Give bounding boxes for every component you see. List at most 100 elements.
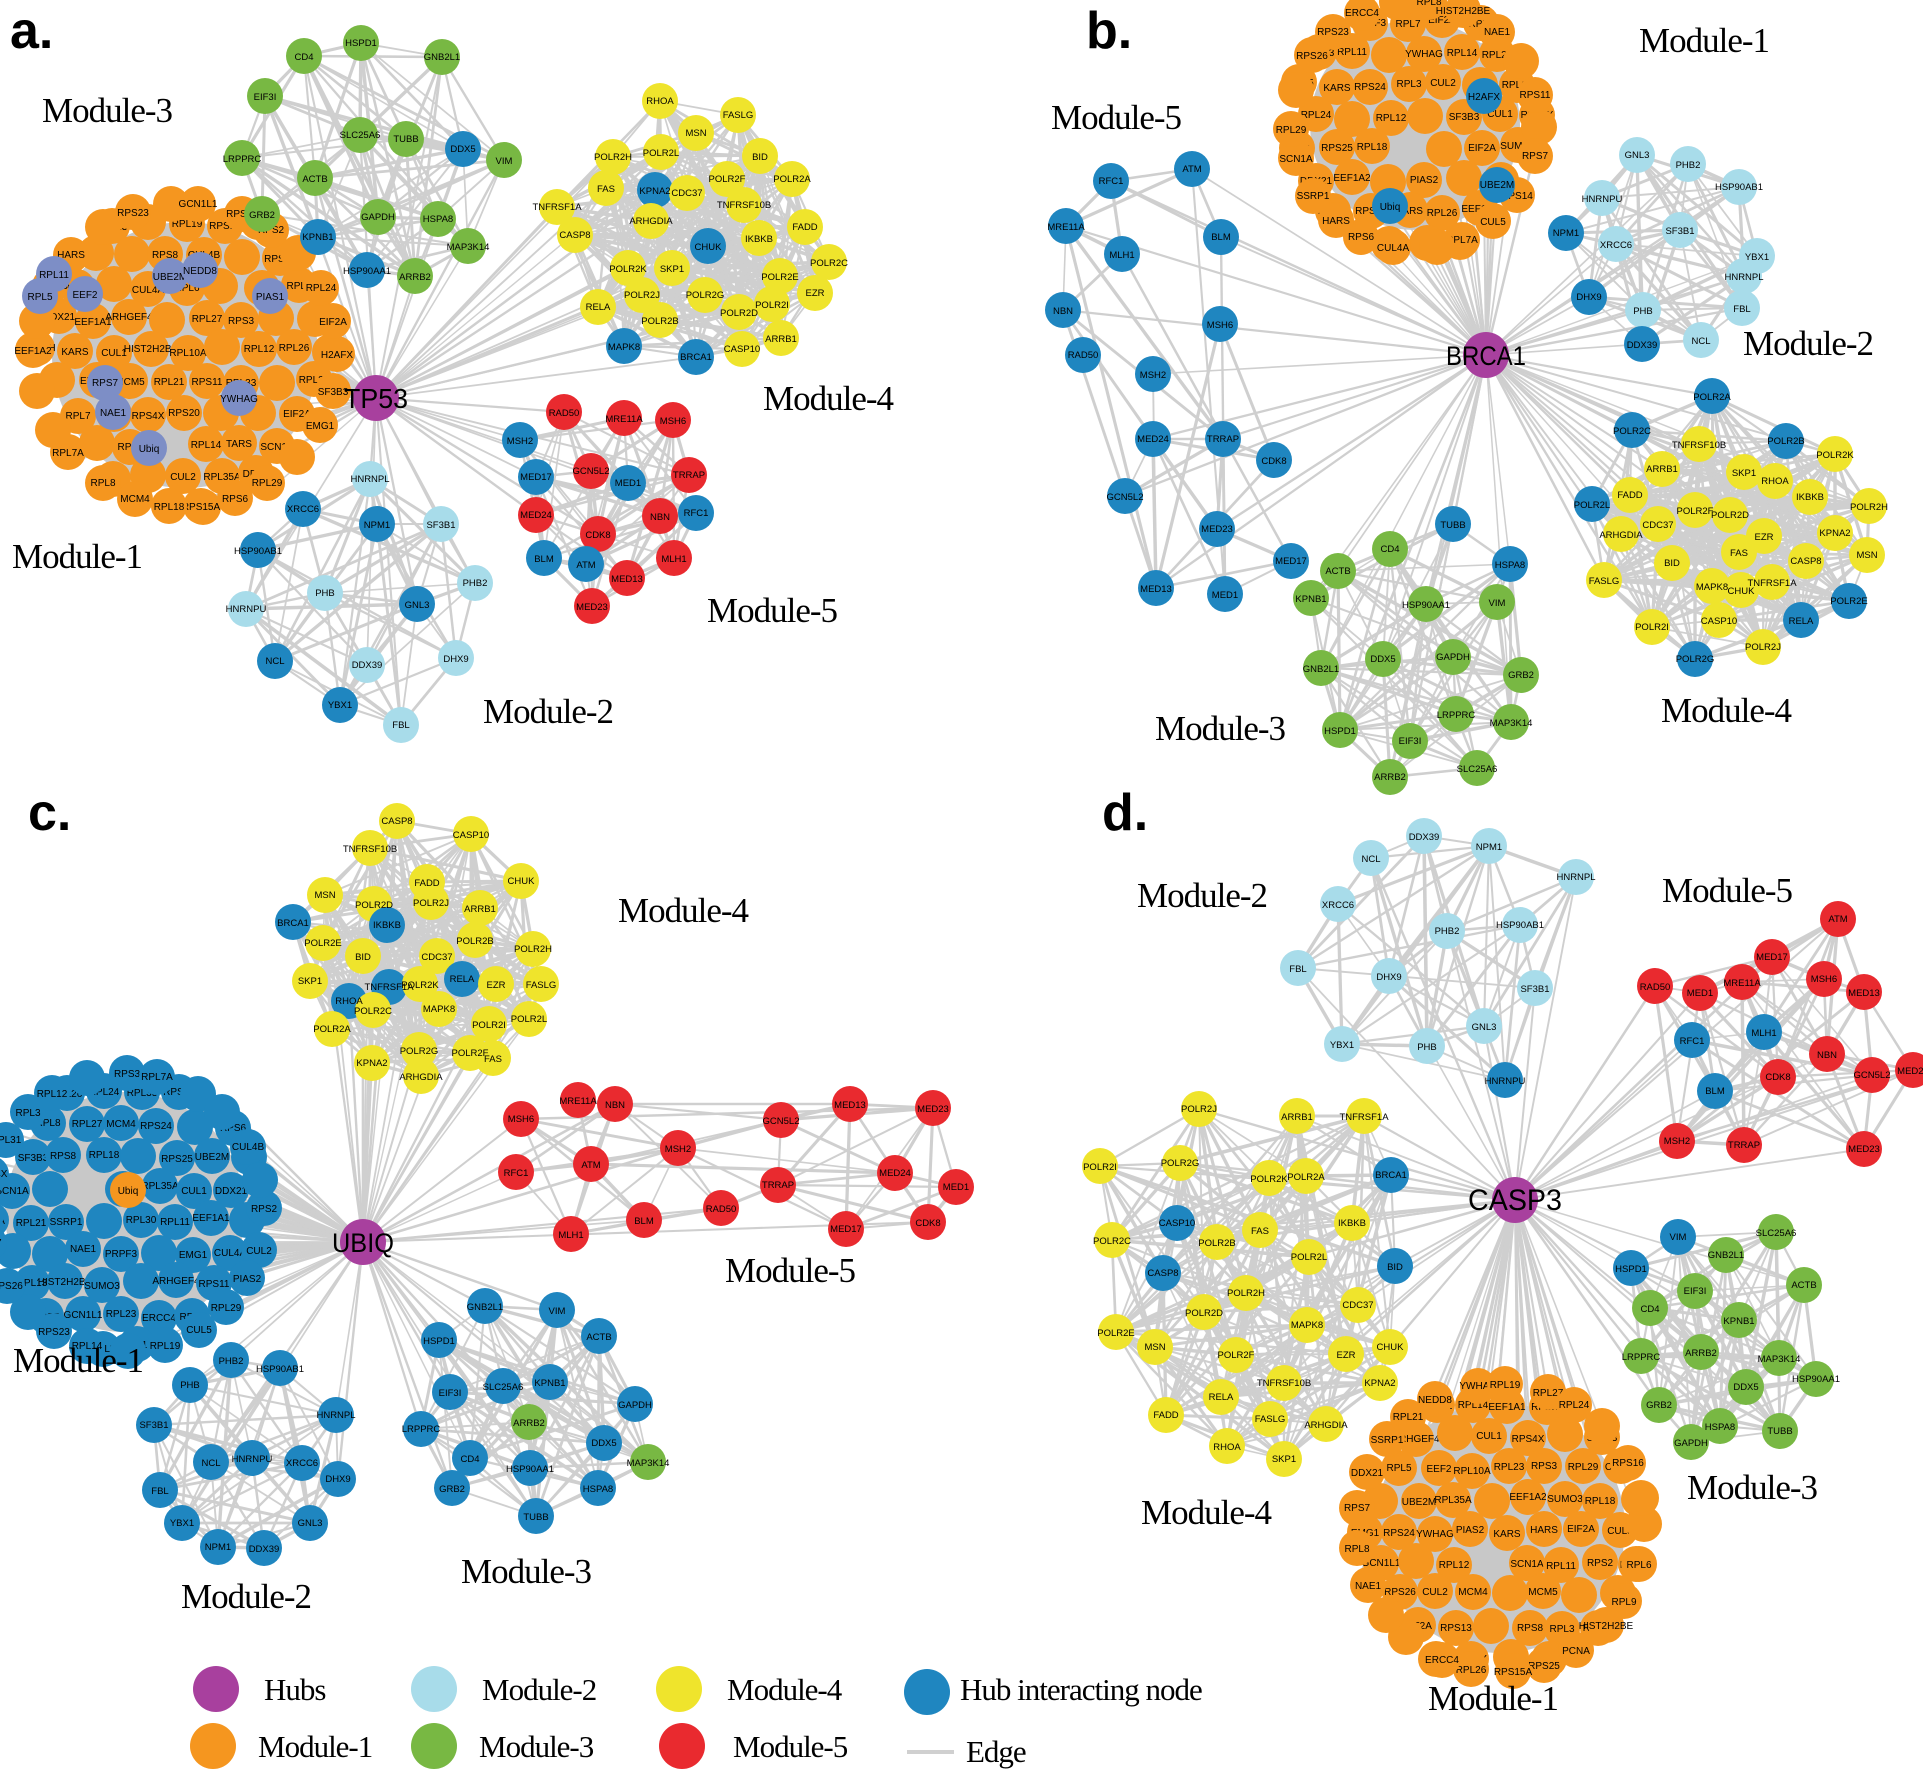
svg-text:RPL7: RPL7	[1395, 19, 1420, 30]
svg-text:PIAS1: PIAS1	[256, 292, 285, 303]
svg-text:RPL19: RPL19	[150, 1341, 181, 1352]
svg-text:POLR2H: POLR2H	[514, 944, 552, 955]
svg-text:YWHAG: YWHAG	[1405, 49, 1443, 60]
svg-text:PIAS2: PIAS2	[233, 1274, 262, 1285]
svg-text:MSN: MSN	[685, 128, 706, 139]
svg-text:CUL2: CUL2	[1430, 78, 1456, 89]
svg-text:RPS20: RPS20	[168, 408, 200, 419]
svg-text:POLR2D: POLR2D	[1711, 510, 1749, 521]
svg-text:CASP10: CASP10	[724, 344, 760, 355]
svg-text:RPS26: RPS26	[1384, 1587, 1416, 1598]
svg-text:TRRAP: TRRAP	[762, 1180, 794, 1191]
svg-text:CDK8: CDK8	[915, 1218, 940, 1229]
svg-text:POLR2D: POLR2D	[720, 308, 758, 319]
svg-text:SLC25A6: SLC25A6	[1756, 1228, 1797, 1239]
svg-text:TP53: TP53	[344, 383, 408, 414]
svg-text:DHX9: DHX9	[1376, 972, 1401, 983]
svg-text:GCN5L2: GCN5L2	[573, 466, 610, 477]
svg-text:CDK8: CDK8	[585, 530, 610, 541]
svg-text:SUMO3: SUMO3	[1500, 141, 1536, 152]
svg-text:POLR2D: POLR2D	[355, 900, 393, 911]
svg-text:TUBB: TUBB	[1440, 520, 1465, 531]
svg-text:GNL3: GNL3	[298, 1518, 323, 1529]
svg-text:SKP1: SKP1	[660, 264, 684, 275]
svg-text:NAE1: NAE1	[1484, 27, 1511, 38]
svg-text:XRCC6: XRCC6	[1600, 240, 1632, 251]
svg-text:RPL35A: RPL35A	[141, 1181, 179, 1192]
svg-text:RPS23: RPS23	[38, 1327, 70, 1338]
svg-text:POLR2L: POLR2L	[643, 148, 679, 159]
svg-text:ATM: ATM	[581, 1160, 600, 1171]
svg-text:KPNB1: KPNB1	[302, 232, 333, 243]
svg-text:RPL26: RPL26	[1456, 1665, 1487, 1676]
svg-text:HSP90AB1: HSP90AB1	[234, 546, 282, 557]
svg-text:MED13: MED13	[1848, 988, 1880, 999]
svg-text:ACTB: ACTB	[1791, 1280, 1816, 1291]
svg-text:RPL12: RPL12	[37, 1089, 68, 1100]
svg-text:KPNA2: KPNA2	[639, 186, 670, 197]
svg-text:HSP90AA1: HSP90AA1	[506, 1464, 554, 1475]
svg-text:HSP90AA1: HSP90AA1	[1792, 1374, 1840, 1385]
svg-text:RPL21: RPL21	[16, 1218, 47, 1229]
svg-text:SCN1A: SCN1A	[1510, 1559, 1544, 1570]
svg-text:SF3B1: SF3B1	[426, 520, 455, 531]
svg-text:Module-2: Module-2	[483, 692, 613, 731]
svg-text:MED23: MED23	[917, 1104, 949, 1115]
svg-text:BID: BID	[355, 952, 371, 963]
svg-text:MLH1: MLH1	[1109, 250, 1134, 261]
svg-text:Ubiq: Ubiq	[139, 444, 160, 455]
svg-text:EIF2A: EIF2A	[283, 409, 311, 420]
svg-text:CHUK: CHUK	[508, 876, 536, 887]
svg-text:SCN1A: SCN1A	[1279, 154, 1313, 165]
svg-text:RAD50: RAD50	[706, 1204, 737, 1215]
svg-text:c.: c.	[28, 784, 71, 842]
svg-text:EEF1A1: EEF1A1	[1488, 1402, 1526, 1413]
svg-text:RPL9: RPL9	[1611, 1597, 1636, 1608]
svg-text:CUL1: CUL1	[181, 1186, 207, 1197]
svg-text:MRE11A: MRE11A	[1047, 222, 1085, 233]
svg-text:PRPF3: PRPF3	[105, 1249, 138, 1260]
svg-text:BRCA1: BRCA1	[1446, 341, 1526, 371]
svg-text:RPL8: RPL8	[90, 478, 115, 489]
svg-text:RPS4X: RPS4X	[132, 411, 165, 422]
svg-text:GRB2: GRB2	[1646, 1400, 1672, 1411]
svg-text:Hub interacting node: Hub interacting node	[960, 1672, 1202, 1707]
svg-text:MAPK8: MAPK8	[608, 342, 640, 353]
svg-text:RPS15A: RPS15A	[182, 502, 221, 513]
svg-text:RPS13: RPS13	[264, 254, 296, 265]
svg-text:BID: BID	[1664, 558, 1680, 569]
svg-text:KPNA2: KPNA2	[1364, 1378, 1395, 1389]
svg-text:YBX1: YBX1	[328, 700, 352, 711]
svg-text:CASP8: CASP8	[1147, 1268, 1178, 1279]
svg-text:MLH1: MLH1	[1751, 1028, 1776, 1039]
svg-text:UBE2M: UBE2M	[1480, 180, 1514, 191]
svg-text:TRRAP: TRRAP	[1728, 1140, 1760, 1151]
svg-text:MED13: MED13	[1140, 584, 1172, 595]
svg-text:SKP1: SKP1	[1732, 468, 1756, 479]
svg-text:CUL2: CUL2	[1422, 1587, 1448, 1598]
svg-text:HSP90AB1: HSP90AB1	[1496, 920, 1544, 931]
svg-text:Module-5: Module-5	[725, 1251, 856, 1290]
svg-text:HSPA8: HSPA8	[423, 214, 453, 225]
svg-text:SSRP1: SSRP1	[1297, 191, 1330, 202]
svg-text:HIST2H2BE: HIST2H2BE	[124, 344, 179, 355]
svg-text:Module-1: Module-1	[1428, 1679, 1558, 1718]
svg-text:Module-1: Module-1	[13, 1341, 143, 1380]
svg-text:POLR2K: POLR2K	[1816, 450, 1854, 461]
svg-text:SSRP1: SSRP1	[1371, 1435, 1404, 1446]
svg-text:ERCC4: ERCC4	[1425, 1655, 1459, 1666]
svg-text:Module-4: Module-4	[618, 891, 749, 930]
svg-text:RPS11: RPS11	[199, 1279, 230, 1290]
svg-text:ACTB: ACTB	[302, 174, 327, 185]
svg-text:RPL7A: RPL7A	[141, 1072, 173, 1083]
svg-text:b.: b.	[1086, 2, 1132, 60]
svg-text:EEF2: EEF2	[1426, 1464, 1451, 1475]
svg-text:DDX21: DDX21	[1351, 1468, 1384, 1479]
svg-text:NCL: NCL	[201, 1458, 220, 1469]
svg-text:POLR2I: POLR2I	[472, 1020, 506, 1031]
svg-text:HSPD1: HSPD1	[1324, 726, 1356, 737]
svg-text:SCN1A: SCN1A	[260, 442, 294, 453]
svg-text:RPS13: RPS13	[1440, 1623, 1472, 1634]
svg-text:RPL29: RPL29	[252, 478, 283, 489]
svg-text:POLR2B: POLR2B	[1198, 1238, 1236, 1249]
